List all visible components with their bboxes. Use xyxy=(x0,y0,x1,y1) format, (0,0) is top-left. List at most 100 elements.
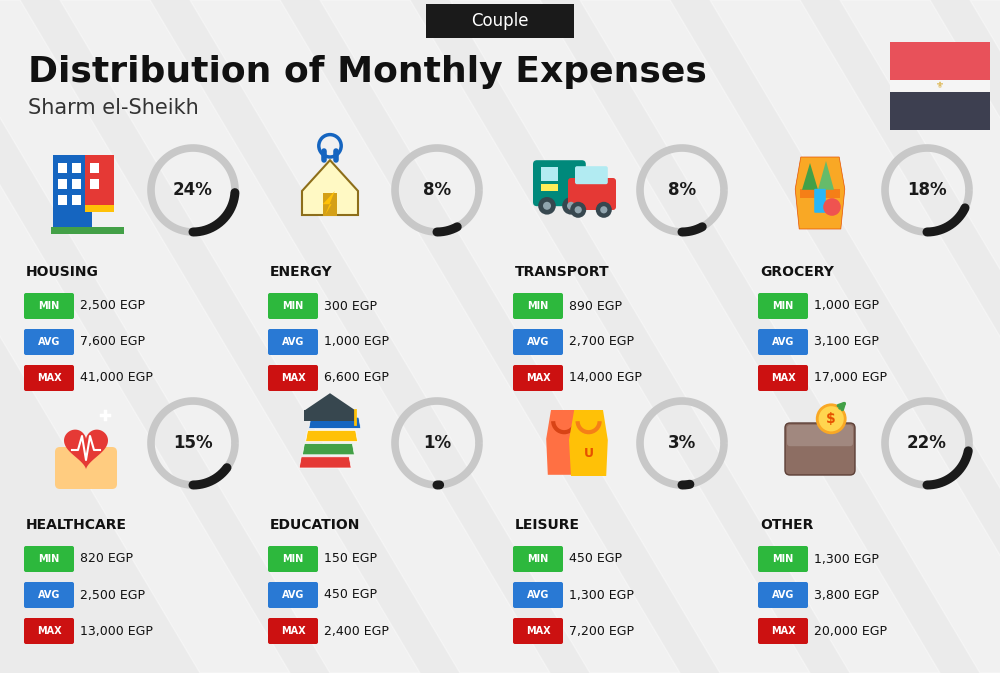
Text: 8%: 8% xyxy=(668,181,696,199)
Polygon shape xyxy=(306,431,358,441)
Text: MIN: MIN xyxy=(772,301,794,311)
Text: 450 EGP: 450 EGP xyxy=(324,588,377,602)
Text: ⚜: ⚜ xyxy=(936,81,944,90)
Circle shape xyxy=(600,206,607,213)
FancyBboxPatch shape xyxy=(268,329,318,355)
FancyBboxPatch shape xyxy=(575,166,608,184)
Polygon shape xyxy=(795,157,845,229)
Circle shape xyxy=(823,199,841,216)
Text: Sharm el-Sheikh: Sharm el-Sheikh xyxy=(28,98,199,118)
FancyBboxPatch shape xyxy=(513,546,563,572)
FancyBboxPatch shape xyxy=(55,447,117,489)
FancyBboxPatch shape xyxy=(24,582,74,608)
FancyBboxPatch shape xyxy=(890,80,990,94)
Circle shape xyxy=(575,206,582,213)
Text: 17,000 EGP: 17,000 EGP xyxy=(814,371,887,384)
Text: GROCERY: GROCERY xyxy=(760,265,834,279)
Polygon shape xyxy=(818,161,834,190)
Text: 13,000 EGP: 13,000 EGP xyxy=(80,625,153,637)
Polygon shape xyxy=(0,0,420,673)
Text: 2,400 EGP: 2,400 EGP xyxy=(324,625,389,637)
FancyBboxPatch shape xyxy=(304,410,356,421)
Polygon shape xyxy=(309,417,361,429)
Text: MIN: MIN xyxy=(38,301,60,311)
FancyBboxPatch shape xyxy=(51,227,124,234)
Text: 150 EGP: 150 EGP xyxy=(324,553,377,565)
FancyBboxPatch shape xyxy=(758,618,808,644)
Text: 3%: 3% xyxy=(668,434,696,452)
FancyBboxPatch shape xyxy=(268,582,318,608)
FancyBboxPatch shape xyxy=(758,293,808,319)
Text: MAX: MAX xyxy=(281,373,305,383)
FancyBboxPatch shape xyxy=(513,365,563,391)
FancyBboxPatch shape xyxy=(90,163,99,173)
Text: 300 EGP: 300 EGP xyxy=(324,299,377,312)
Polygon shape xyxy=(320,0,810,673)
Text: MAX: MAX xyxy=(37,626,61,636)
FancyBboxPatch shape xyxy=(758,546,808,572)
Text: HOUSING: HOUSING xyxy=(26,265,99,279)
Text: MAX: MAX xyxy=(771,626,795,636)
Polygon shape xyxy=(60,0,550,673)
Text: ENERGY: ENERGY xyxy=(270,265,333,279)
Polygon shape xyxy=(323,191,335,215)
Polygon shape xyxy=(546,410,582,474)
FancyBboxPatch shape xyxy=(890,42,990,80)
Text: AVG: AVG xyxy=(772,337,794,347)
Text: 2,500 EGP: 2,500 EGP xyxy=(80,299,145,312)
Circle shape xyxy=(817,404,845,433)
Text: Couple: Couple xyxy=(471,12,529,30)
FancyBboxPatch shape xyxy=(58,179,67,189)
Text: MAX: MAX xyxy=(526,373,550,383)
Text: 8%: 8% xyxy=(423,181,451,199)
Circle shape xyxy=(596,202,612,218)
FancyBboxPatch shape xyxy=(890,92,990,130)
Text: LEISURE: LEISURE xyxy=(515,518,580,532)
FancyBboxPatch shape xyxy=(800,189,840,198)
FancyBboxPatch shape xyxy=(513,582,563,608)
FancyBboxPatch shape xyxy=(268,293,318,319)
FancyBboxPatch shape xyxy=(426,4,574,38)
Text: 3,800 EGP: 3,800 EGP xyxy=(814,588,879,602)
Text: AVG: AVG xyxy=(38,337,60,347)
FancyBboxPatch shape xyxy=(53,155,92,229)
Text: 1%: 1% xyxy=(423,434,451,452)
Text: 1,300 EGP: 1,300 EGP xyxy=(814,553,879,565)
Polygon shape xyxy=(0,0,290,673)
Text: MAX: MAX xyxy=(37,373,61,383)
Text: MIN: MIN xyxy=(282,554,304,564)
Text: MIN: MIN xyxy=(38,554,60,564)
FancyBboxPatch shape xyxy=(58,195,67,205)
Circle shape xyxy=(543,202,551,210)
Text: 6,600 EGP: 6,600 EGP xyxy=(324,371,389,384)
Text: 24%: 24% xyxy=(173,181,213,199)
Polygon shape xyxy=(450,0,940,673)
FancyBboxPatch shape xyxy=(513,329,563,355)
Text: AVG: AVG xyxy=(282,337,304,347)
Text: 1,300 EGP: 1,300 EGP xyxy=(569,588,634,602)
Text: OTHER: OTHER xyxy=(760,518,813,532)
FancyBboxPatch shape xyxy=(758,329,808,355)
Polygon shape xyxy=(190,0,680,673)
Text: MIN: MIN xyxy=(527,554,549,564)
Polygon shape xyxy=(580,0,1000,673)
Text: Distribution of Monthly Expenses: Distribution of Monthly Expenses xyxy=(28,55,707,89)
FancyBboxPatch shape xyxy=(85,155,114,212)
Text: HEALTHCARE: HEALTHCARE xyxy=(26,518,127,532)
Text: AVG: AVG xyxy=(527,590,549,600)
Polygon shape xyxy=(970,0,1000,673)
FancyBboxPatch shape xyxy=(785,423,855,475)
Text: 15%: 15% xyxy=(173,434,213,452)
Text: AVG: AVG xyxy=(282,590,304,600)
Polygon shape xyxy=(299,457,351,468)
Text: AVG: AVG xyxy=(38,590,60,600)
Text: 20,000 EGP: 20,000 EGP xyxy=(814,625,887,637)
Text: 7,200 EGP: 7,200 EGP xyxy=(569,625,634,637)
Text: 2,500 EGP: 2,500 EGP xyxy=(80,588,145,602)
FancyBboxPatch shape xyxy=(533,160,586,206)
FancyBboxPatch shape xyxy=(24,365,74,391)
Text: 890 EGP: 890 EGP xyxy=(569,299,622,312)
Circle shape xyxy=(567,202,575,210)
Text: MAX: MAX xyxy=(526,626,550,636)
Polygon shape xyxy=(710,0,1000,673)
